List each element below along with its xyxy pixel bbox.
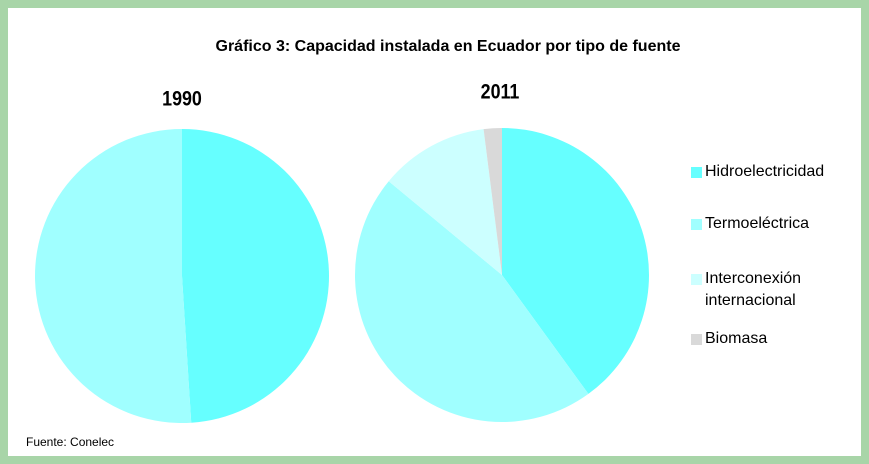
pie-slice	[355, 181, 589, 422]
pie-title: 2011	[481, 80, 520, 104]
legend-item: Hidroelectricidad	[705, 163, 825, 180]
pie-slice	[34, 129, 192, 424]
pie-slice	[182, 129, 329, 423]
legend-label: Interconexión internacional	[705, 270, 802, 309]
legend-label: Biomasa	[705, 330, 768, 347]
chart-title: Gráfico 3: Capacidad instalada en Ecuado…	[216, 38, 681, 55]
legend-item: Interconexión internacional	[705, 270, 802, 309]
source: Fuente: Conelec	[26, 435, 114, 449]
legend-label: Termoeléctrica	[705, 215, 810, 232]
pie-slice	[388, 129, 502, 275]
legend-swatch	[691, 167, 702, 178]
legend-swatch	[691, 274, 702, 285]
legend-label: Hidroelectricidad	[705, 163, 825, 180]
legend-swatch	[691, 334, 702, 345]
pie-title: 1990	[162, 87, 202, 111]
legend-swatch	[691, 219, 702, 230]
pie-slice	[483, 128, 502, 275]
legend-item: Termoeléctrica	[705, 215, 810, 232]
legend-item: Biomasa	[705, 330, 768, 347]
pie-slice	[502, 128, 649, 394]
